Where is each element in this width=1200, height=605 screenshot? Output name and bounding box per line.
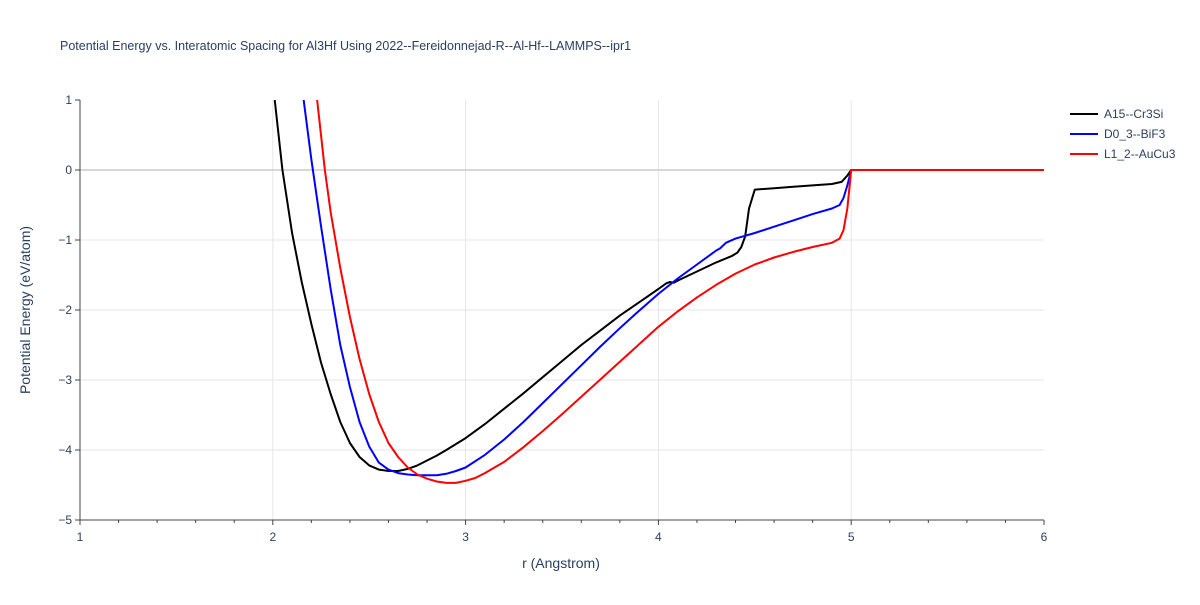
x-tick-label: 1 [77, 530, 84, 544]
legend-label: A15--Cr3Si [1104, 107, 1163, 121]
x-tick-label: 3 [462, 530, 469, 544]
y-tick-label: 0 [65, 163, 72, 177]
legend: A15--Cr3Si D0_3--BiF3 L1_2--AuCu3 [1070, 107, 1176, 161]
y-axis-title: Potential Energy (eV/atom) [17, 226, 33, 394]
y-tick-label: −3 [58, 373, 72, 387]
y-tick-label: −2 [58, 303, 72, 317]
x-tick-label: 2 [269, 530, 276, 544]
y-tick-label: 1 [65, 93, 72, 107]
legend-label: L1_2--AuCu3 [1104, 147, 1176, 161]
series-layer [273, 100, 1044, 484]
grid-layer [80, 100, 1044, 520]
y-tick-label: −4 [58, 443, 72, 457]
legend-label: D0_3--BiF3 [1104, 127, 1166, 141]
x-tick-label: 4 [655, 530, 662, 544]
x-tick-label: 5 [848, 530, 855, 544]
x-tick-label: 6 [1041, 530, 1048, 544]
series-line-0 [273, 100, 1044, 472]
series-line-2 [316, 100, 1044, 484]
series-line-1 [302, 100, 1044, 477]
tick-layer: 1 2 3 4 5 6 1 0 −1 −2 −3 −4 −5 [58, 93, 1047, 544]
y-tick-label: −5 [58, 513, 72, 527]
chart-title: Potential Energy vs. Interatomic Spacing… [60, 39, 631, 53]
x-axis-title: r (Angstrom) [522, 555, 600, 571]
y-tick-label: −1 [58, 233, 72, 247]
